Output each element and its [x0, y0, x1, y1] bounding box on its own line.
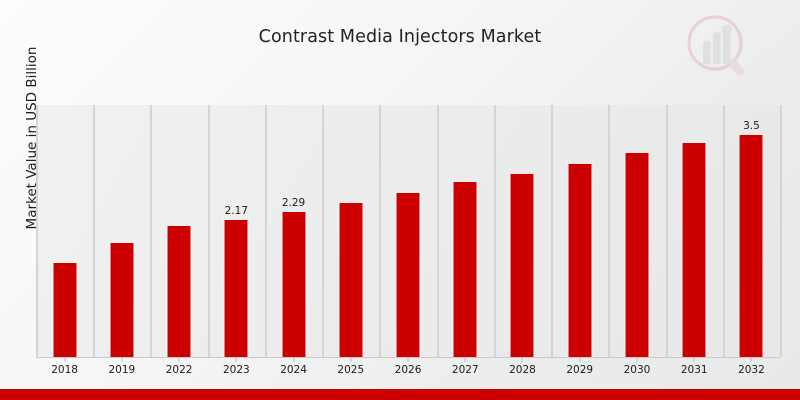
x-axis-tick: 2030 — [608, 358, 665, 380]
gridline — [780, 105, 782, 357]
x-axis-tick: 2025 — [322, 358, 379, 380]
x-axis-tick-label: 2019 — [108, 364, 136, 376]
x-axis-tick: 2029 — [551, 358, 608, 380]
x-axis-tick: 2031 — [666, 358, 723, 380]
logo-watermark — [686, 14, 752, 80]
bottom-accent-bar — [0, 389, 800, 400]
x-axis-tick: 2022 — [150, 358, 207, 380]
x-axis-tick: 2023 — [208, 358, 265, 380]
bar-slot — [666, 105, 723, 357]
bar-slot — [551, 105, 608, 357]
x-axis-tick-label: 2029 — [566, 364, 594, 376]
bar[interactable] — [53, 263, 77, 357]
bar[interactable] — [282, 212, 306, 357]
gridline — [493, 105, 496, 357]
bar[interactable] — [224, 219, 248, 357]
bar-value-label: 2.17 — [224, 204, 249, 217]
gridline — [436, 105, 439, 357]
bar-slot: 2.17 — [208, 105, 265, 357]
x-axis-tick-mark — [235, 358, 237, 362]
gridline — [93, 105, 96, 357]
gridline — [36, 105, 38, 357]
x-axis-tick: 2024 — [265, 358, 322, 380]
x-axis-tick-mark — [579, 358, 581, 362]
x-axis-tick-mark — [750, 358, 752, 362]
x-axis-tick-mark — [350, 358, 352, 362]
x-axis-tick-label: 2031 — [680, 364, 708, 376]
bar-slot — [437, 105, 494, 357]
x-axis-tick: 2027 — [437, 358, 494, 380]
x-axis-tick-label: 2030 — [623, 364, 651, 376]
x-axis-tick-label: 2025 — [337, 364, 365, 376]
chart-title: Contrast Media Injectors Market — [258, 27, 542, 47]
x-axis-tick: 2018 — [36, 358, 93, 380]
x-axis-tick-label: 2022 — [165, 364, 193, 376]
x-axis-tick-label: 2027 — [451, 364, 479, 376]
x-axis-tick-mark — [636, 358, 638, 362]
x-axis-tick-mark — [64, 358, 66, 362]
x-axis-tick-mark — [178, 358, 180, 362]
x-axis-tick-label: 2024 — [280, 364, 307, 376]
bar[interactable] — [510, 174, 534, 357]
gridline — [322, 105, 325, 357]
bar-slot — [322, 105, 379, 357]
bar[interactable] — [396, 193, 420, 357]
gridlines — [36, 105, 782, 357]
x-axis-tick-mark — [693, 358, 695, 362]
x-axis-tick-label: 2028 — [509, 364, 536, 376]
bar-slot — [608, 105, 665, 357]
x-axis-tick-label: 2032 — [738, 364, 765, 376]
gridline — [264, 105, 267, 357]
bar[interactable] — [339, 203, 363, 357]
gridline — [722, 105, 725, 357]
x-axis-tick-mark — [407, 358, 409, 362]
gridline — [379, 105, 382, 357]
bar-value-label: 2.29 — [281, 197, 306, 210]
x-axis-tick-mark — [293, 358, 295, 362]
bar-slot: 2.29 — [265, 105, 322, 357]
gridline — [551, 105, 554, 357]
bar-slot: 3.5 — [723, 105, 780, 357]
x-axis-tick: 2026 — [379, 358, 436, 380]
x-axis-tick: 2019 — [93, 358, 150, 380]
bar-slot — [494, 105, 551, 357]
x-axis-tick: 2032 — [723, 358, 780, 380]
x-axis-tick-mark — [521, 358, 523, 362]
bar-series: 2.17 2.29 3.5 — [36, 105, 780, 357]
x-axis: 2018 2019 2022 2023 2024 2025 2026 2027 2028 2029… — [36, 358, 780, 380]
bar-value-label: 3.5 — [743, 120, 760, 133]
x-axis-tick: 2028 — [494, 358, 551, 380]
bar[interactable] — [625, 153, 649, 357]
bar[interactable] — [167, 225, 191, 357]
bar[interactable] — [739, 135, 763, 357]
bar[interactable] — [453, 182, 477, 357]
bar[interactable] — [110, 243, 134, 357]
gridline — [665, 105, 668, 357]
x-axis-tick-mark — [121, 358, 123, 362]
bar[interactable] — [682, 143, 706, 357]
x-axis-line — [36, 357, 780, 358]
bar-slot — [379, 105, 436, 357]
gridline — [608, 105, 611, 357]
gridline — [207, 105, 210, 357]
x-axis-tick-label: 2018 — [51, 364, 78, 376]
bar-slot — [93, 105, 150, 357]
gridline — [150, 105, 153, 357]
bar-slot — [36, 105, 93, 357]
plot-area: 2.17 2.29 3.5 — [36, 105, 782, 357]
x-axis-tick-label: 2023 — [222, 364, 250, 376]
bar[interactable] — [568, 163, 592, 357]
x-axis-tick-label: 2026 — [394, 364, 422, 376]
bar-slot — [150, 105, 207, 357]
x-axis-tick-mark — [464, 358, 466, 362]
